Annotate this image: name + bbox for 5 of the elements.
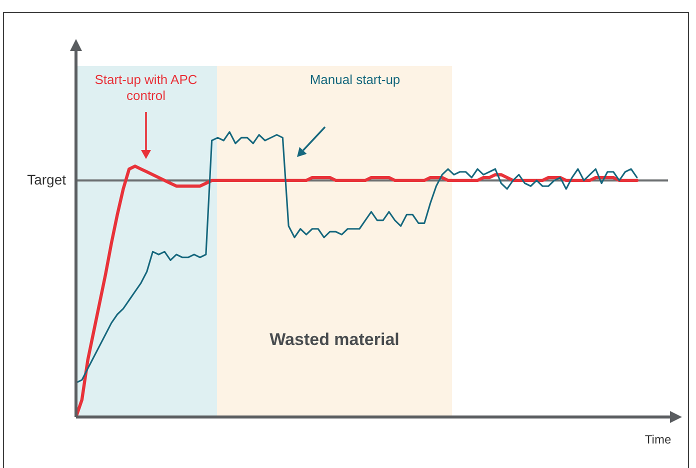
text: Manual start-up — [308, 72, 402, 88]
text: Start-up with APC control — [94, 72, 198, 104]
annotation: Wasted material — [268, 330, 400, 350]
ref-line-label: Target — [27, 171, 66, 188]
x-axis-title: Time — [644, 432, 672, 446]
